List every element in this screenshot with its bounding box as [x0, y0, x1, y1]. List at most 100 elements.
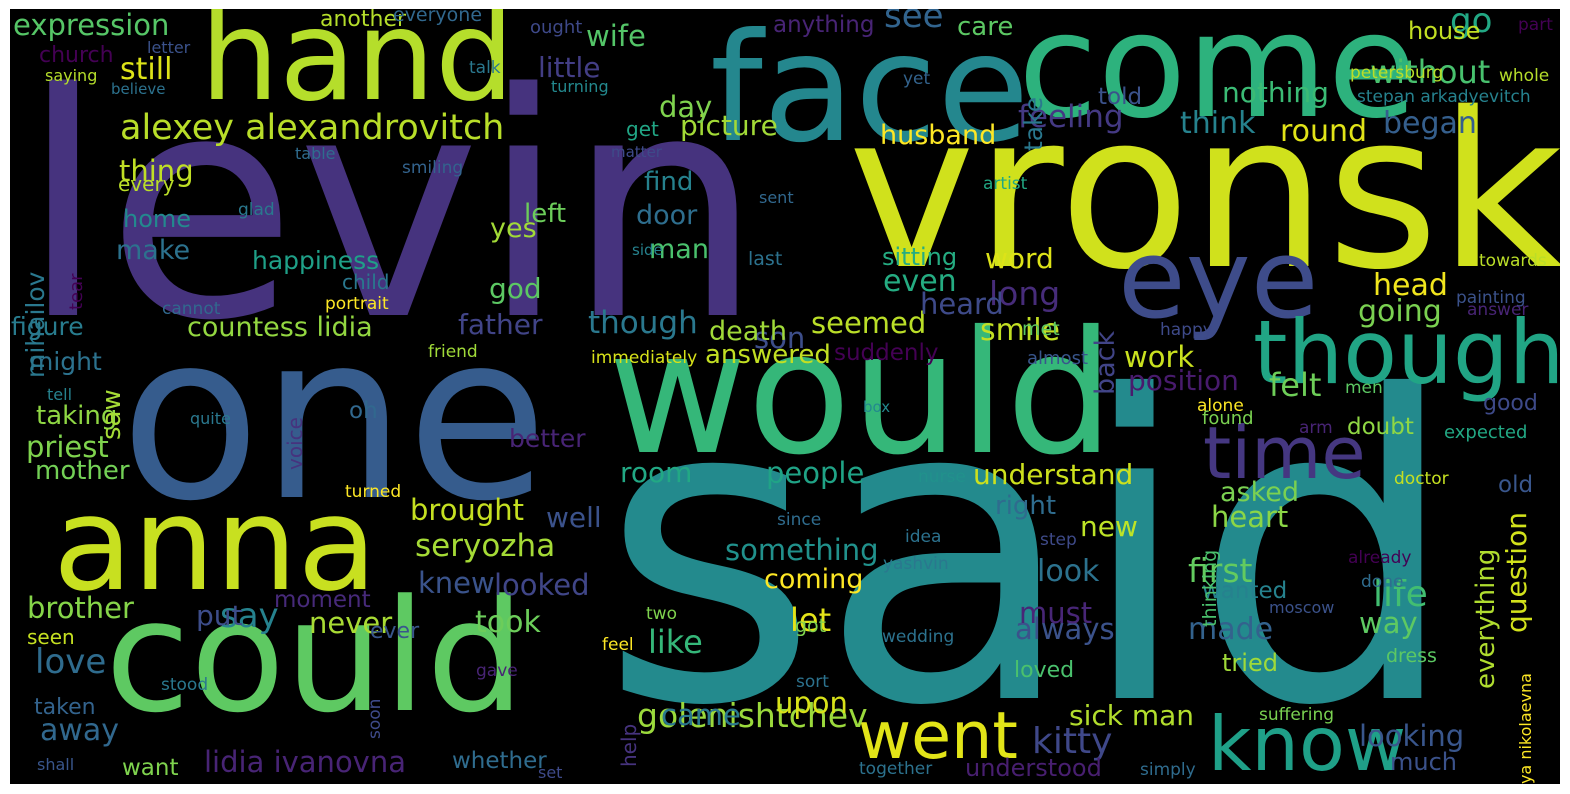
- word-everyone: everyone: [393, 9, 483, 26]
- word-wanted: wanted: [1202, 578, 1288, 604]
- word-shall: shall: [37, 755, 75, 774]
- word-expected: expected: [1444, 422, 1528, 443]
- word-petersburg: petersburg: [1350, 63, 1444, 83]
- word-looking: looking: [1359, 719, 1465, 753]
- word-part: part: [1518, 15, 1553, 35]
- word-step: step: [1040, 530, 1077, 550]
- word-sick-man: sick man: [1069, 699, 1195, 732]
- word-time: time: [1203, 411, 1366, 495]
- word-whole: whole: [1499, 66, 1550, 86]
- word-went: went: [858, 699, 1018, 774]
- word-know: know: [1208, 700, 1407, 784]
- word-alexey-alexandrovitch: alexey alexandrovitch: [120, 108, 505, 148]
- word-towards: towards: [1479, 251, 1547, 271]
- word-alone: alone: [1197, 396, 1244, 416]
- word-tear: tear: [66, 273, 87, 310]
- word-loved: loved: [1014, 658, 1075, 683]
- word-help: help: [617, 723, 641, 767]
- word-suddenly: suddenly: [834, 340, 939, 366]
- word-house: house: [1408, 17, 1481, 45]
- word-better: better: [509, 424, 586, 453]
- word-right: right: [995, 491, 1057, 521]
- word-moment: moment: [274, 587, 371, 613]
- word-cannot: cannot: [162, 299, 221, 319]
- word-doubt: doubt: [1347, 414, 1414, 440]
- word-portrait: portrait: [325, 294, 389, 314]
- word-every: every: [118, 172, 175, 196]
- word-little: little: [538, 51, 601, 84]
- word-arm: arm: [1299, 418, 1333, 438]
- word-heart: heart: [1211, 500, 1289, 534]
- word-quite: quite: [190, 409, 231, 428]
- word-countess-lidia: countess lidia: [187, 312, 373, 343]
- word-lidia-ivanovna: lidia ivanovna: [204, 745, 406, 779]
- word-brother: brother: [27, 591, 134, 625]
- word-feeling: feeling: [1018, 99, 1124, 135]
- word-heard: heard: [920, 287, 1004, 321]
- word-make: make: [116, 235, 191, 266]
- word-old: old: [1498, 472, 1534, 498]
- word-ever: ever: [370, 619, 420, 644]
- word-always: always: [1015, 612, 1115, 646]
- word-seryozha: seryozha: [415, 528, 556, 564]
- word-understood: understood: [965, 754, 1102, 782]
- word-anything: anything: [773, 12, 875, 38]
- word-though: though: [588, 305, 698, 341]
- word-vronsky: vronsky: [848, 66, 1560, 317]
- word-look: look: [1037, 554, 1100, 589]
- word-table: table: [295, 144, 336, 163]
- word-saw: saw: [97, 389, 127, 440]
- word-men: men: [1345, 378, 1383, 398]
- word-understand: understand: [973, 458, 1134, 491]
- word-came: came: [661, 698, 741, 732]
- word-new: new: [1080, 510, 1138, 543]
- word-told: told: [1098, 84, 1143, 110]
- word-even: even: [883, 264, 957, 299]
- word-answer: answer: [1467, 300, 1529, 320]
- word-suffering: suffering: [1259, 705, 1335, 725]
- word-much: much: [1390, 748, 1457, 776]
- word-another: another: [320, 9, 407, 32]
- word-already: already: [1348, 548, 1412, 568]
- word-turning: turning: [551, 77, 609, 96]
- word-left: left: [524, 199, 567, 229]
- word-round: round: [1280, 114, 1368, 149]
- word-think: think: [1180, 106, 1256, 141]
- word-levin: levin: [20, 28, 763, 389]
- word-let: let: [790, 601, 832, 639]
- word-back: back: [1090, 330, 1121, 395]
- word-coming: coming: [764, 564, 864, 595]
- word-golenishtchev: golenishtchev: [637, 696, 868, 735]
- word-home: home: [123, 205, 192, 233]
- word-yashvin: yashvin: [883, 554, 949, 574]
- word-head: head: [1373, 268, 1448, 303]
- word-work: work: [1124, 340, 1195, 374]
- word-nurse: nurse: [918, 467, 966, 487]
- word-stood: stood: [161, 675, 209, 695]
- word-smile: smile: [980, 313, 1060, 348]
- word-asked: asked: [1220, 477, 1300, 508]
- word-gave: gave: [476, 661, 518, 681]
- word-since: since: [777, 510, 822, 530]
- word-looked: looked: [494, 568, 590, 602]
- word-last: last: [748, 248, 783, 270]
- word-death: death: [709, 316, 787, 347]
- word-man: man: [649, 234, 709, 265]
- word-upon: upon: [775, 686, 848, 720]
- word-matter: matter: [611, 143, 662, 161]
- word-position: position: [1128, 364, 1239, 397]
- word-taken: taken: [34, 695, 96, 720]
- word-together: together: [859, 759, 933, 779]
- word-might: might: [29, 347, 102, 376]
- word-way: way: [1359, 606, 1418, 640]
- word-love: love: [35, 642, 107, 682]
- word-letter: letter: [147, 38, 191, 57]
- word-well: well: [546, 501, 602, 534]
- word-wife: wife: [586, 19, 646, 53]
- word-life: life: [1373, 574, 1428, 615]
- word-eye: eye: [1118, 215, 1319, 343]
- word-saying: saying: [45, 66, 98, 85]
- word-immediately: immediately: [591, 348, 698, 368]
- word-set: set: [538, 763, 563, 782]
- word-nothing: nothing: [1222, 76, 1329, 109]
